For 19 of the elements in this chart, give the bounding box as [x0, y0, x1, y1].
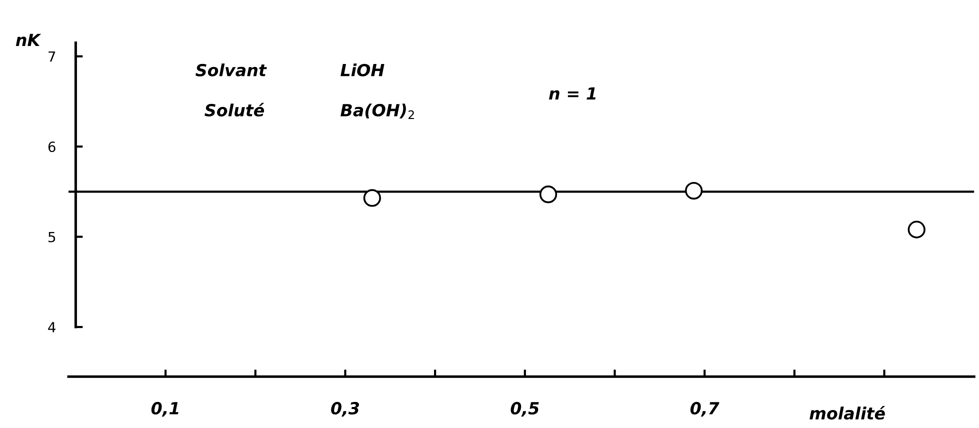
y-tick-label: 5	[48, 232, 56, 242]
point	[363, 189, 382, 207]
y-tick-label: 6	[48, 142, 56, 152]
y-axis-title: nK	[16, 34, 42, 46]
x-tick-label: 0,7	[690, 402, 720, 417]
annotation: LiOH	[340, 64, 384, 76]
x-tick-label: 0,5	[510, 402, 539, 417]
annotation: n = 1	[549, 87, 596, 100]
x-axis-title: molalité	[810, 406, 886, 420]
annotation: Solvant	[196, 64, 267, 76]
y-tick-label: 7	[48, 51, 56, 62]
y-tick-label: 4	[48, 322, 56, 332]
point	[684, 182, 703, 200]
x-tick-label: 0,3	[331, 402, 360, 417]
annotation: Ba(OH)$_{2}$	[340, 104, 414, 119]
point	[908, 220, 926, 238]
point	[539, 186, 558, 204]
x-tick-label: 0,1	[151, 402, 178, 417]
annotation: Soluté	[204, 102, 264, 116]
